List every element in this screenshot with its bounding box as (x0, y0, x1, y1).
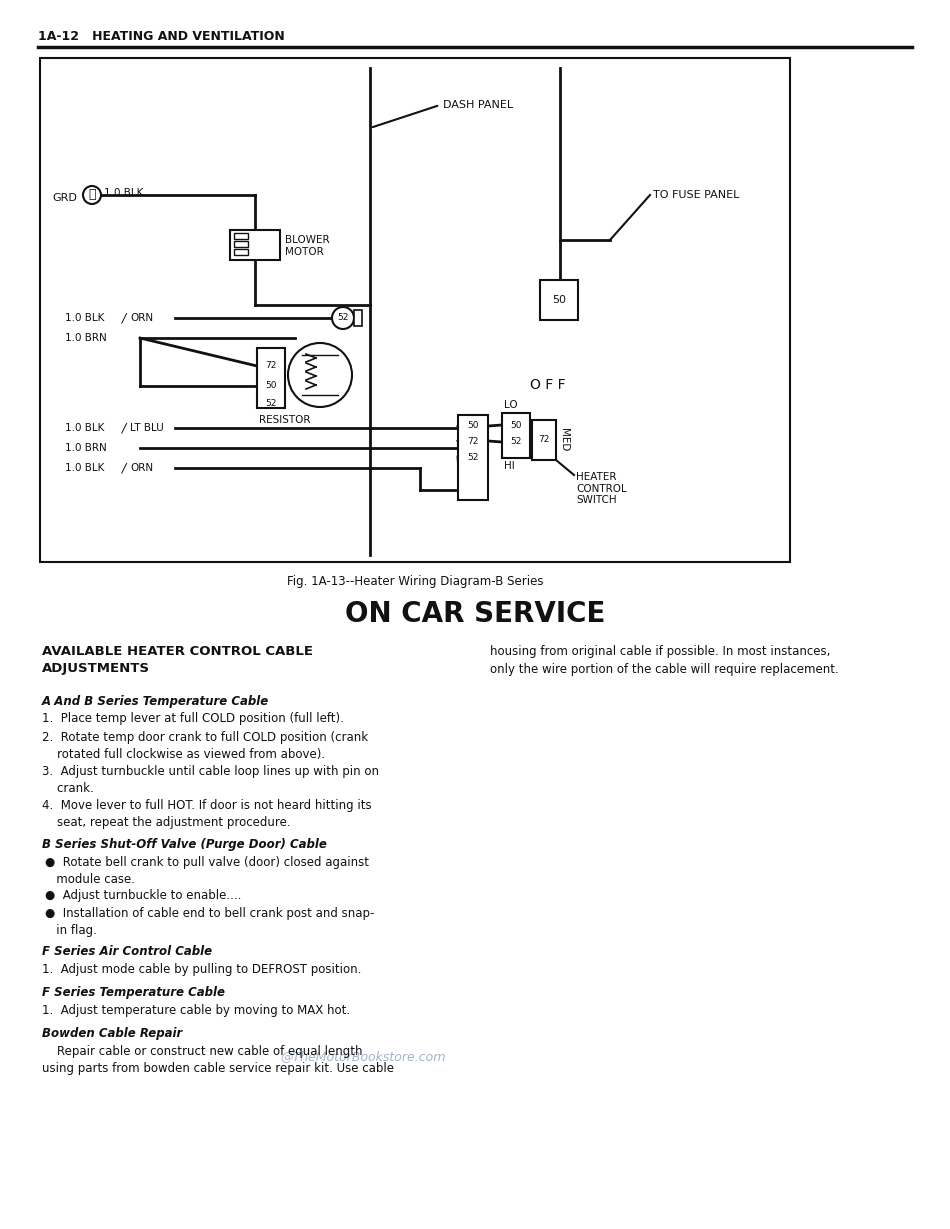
Text: @TheMotorBookstore.com: @TheMotorBookstore.com (280, 1050, 446, 1063)
Text: RESISTOR: RESISTOR (259, 415, 311, 425)
Text: 3.  Adjust turnbuckle until cable loop lines up with pin on
    crank.: 3. Adjust turnbuckle until cable loop li… (42, 764, 379, 795)
Text: ORN: ORN (130, 463, 153, 473)
Text: 50: 50 (467, 422, 479, 430)
Bar (230, 230, 280, 261)
Text: AVAILABLE HEATER CONTROL CABLE
ADJUSTMENTS: AVAILABLE HEATER CONTROL CABLE ADJUSTMEN… (42, 645, 313, 675)
Text: 72: 72 (467, 436, 479, 445)
Text: GRD: GRD (52, 193, 77, 203)
Text: 52: 52 (467, 452, 479, 462)
Text: A And B Series Temperature Cable: A And B Series Temperature Cable (42, 696, 269, 708)
Text: HEATER
CONTROL
SWITCH: HEATER CONTROL SWITCH (576, 472, 627, 505)
Text: 1.  Adjust mode cable by pulling to DEFROST position.: 1. Adjust mode cable by pulling to DEFRO… (42, 964, 361, 976)
Text: Fig. 1A-13--Heater Wiring Diagram-B Series: Fig. 1A-13--Heater Wiring Diagram-B Seri… (287, 575, 543, 587)
Text: O F F: O F F (530, 379, 565, 392)
Text: ●  Adjust turnbuckle to enable....: ● Adjust turnbuckle to enable.... (45, 889, 241, 902)
Text: B Series Shut-Off Valve (Purge Door) Cable: B Series Shut-Off Valve (Purge Door) Cab… (42, 838, 327, 850)
Text: ●  Rotate bell crank to pull valve (door) closed against
   module case.: ● Rotate bell crank to pull valve (door)… (45, 857, 369, 886)
Text: DASH PANEL: DASH PANEL (443, 100, 513, 111)
Text: Bowden Cable Repair: Bowden Cable Repair (42, 1027, 182, 1040)
Text: TO FUSE PANEL: TO FUSE PANEL (653, 190, 739, 200)
Text: LT BLU: LT BLU (130, 423, 163, 433)
Bar (532, 420, 556, 460)
Text: 1A-12   HEATING AND VENTILATION: 1A-12 HEATING AND VENTILATION (38, 29, 285, 43)
Text: 72: 72 (265, 361, 276, 370)
Text: HI: HI (504, 461, 515, 471)
Bar (257, 348, 285, 408)
Text: 1.0 BLK: 1.0 BLK (65, 313, 104, 323)
Text: 50: 50 (265, 381, 276, 391)
Bar (502, 413, 530, 458)
Text: ⏚: ⏚ (88, 188, 96, 202)
Text: 1.0 BLK: 1.0 BLK (65, 423, 104, 433)
Text: 50: 50 (552, 295, 566, 305)
Text: /: / (122, 311, 126, 324)
Circle shape (288, 343, 352, 407)
Text: housing from original cable if possible. In most instances,
only the wire portio: housing from original cable if possible.… (490, 645, 839, 676)
Text: 52: 52 (265, 399, 276, 408)
Bar (40, 58, 790, 562)
Text: ●  Installation of cable end to bell crank post and snap-
   in flag.: ● Installation of cable end to bell cran… (45, 907, 374, 936)
Text: 52: 52 (337, 313, 349, 322)
Bar (540, 280, 578, 320)
Text: 1.  Adjust temperature cable by moving to MAX hot.: 1. Adjust temperature cable by moving to… (42, 1004, 351, 1018)
Bar (354, 310, 362, 326)
Text: 72: 72 (539, 435, 550, 445)
Text: LO: LO (504, 399, 518, 410)
Text: F Series Temperature Cable: F Series Temperature Cable (42, 986, 225, 999)
Text: 1.0 BRN: 1.0 BRN (65, 333, 106, 343)
Text: 52: 52 (510, 438, 522, 446)
Text: MED: MED (559, 429, 569, 452)
Text: ON CAR SERVICE: ON CAR SERVICE (345, 600, 605, 628)
Circle shape (332, 307, 354, 329)
Text: 2.  Rotate temp door crank to full COLD position (crank
    rotated full clockwi: 2. Rotate temp door crank to full COLD p… (42, 731, 369, 761)
Text: 1.0 BRN: 1.0 BRN (65, 442, 106, 454)
Text: 4.  Move lever to full HOT. If door is not heard hitting its
    seat, repeat th: 4. Move lever to full HOT. If door is no… (42, 799, 371, 830)
Text: /: / (122, 462, 126, 474)
Text: 50: 50 (510, 420, 522, 429)
Text: /: / (122, 422, 126, 435)
Text: ORN: ORN (130, 313, 153, 323)
Circle shape (83, 186, 101, 204)
Text: 1.  Place temp lever at full COLD position (full left).: 1. Place temp lever at full COLD positio… (42, 712, 344, 725)
Bar (458, 415, 488, 500)
Text: Repair cable or construct new cable of equal length
using parts from bowden cabl: Repair cable or construct new cable of e… (42, 1045, 394, 1075)
Bar (234, 241, 248, 247)
Text: 1.0 BLK: 1.0 BLK (65, 463, 104, 473)
Bar (234, 249, 248, 254)
Text: BLOWER
MOTOR: BLOWER MOTOR (285, 235, 330, 257)
Text: F Series Air Control Cable: F Series Air Control Cable (42, 945, 212, 957)
Bar (234, 234, 248, 238)
Text: 1.0 BLK: 1.0 BLK (104, 188, 143, 198)
